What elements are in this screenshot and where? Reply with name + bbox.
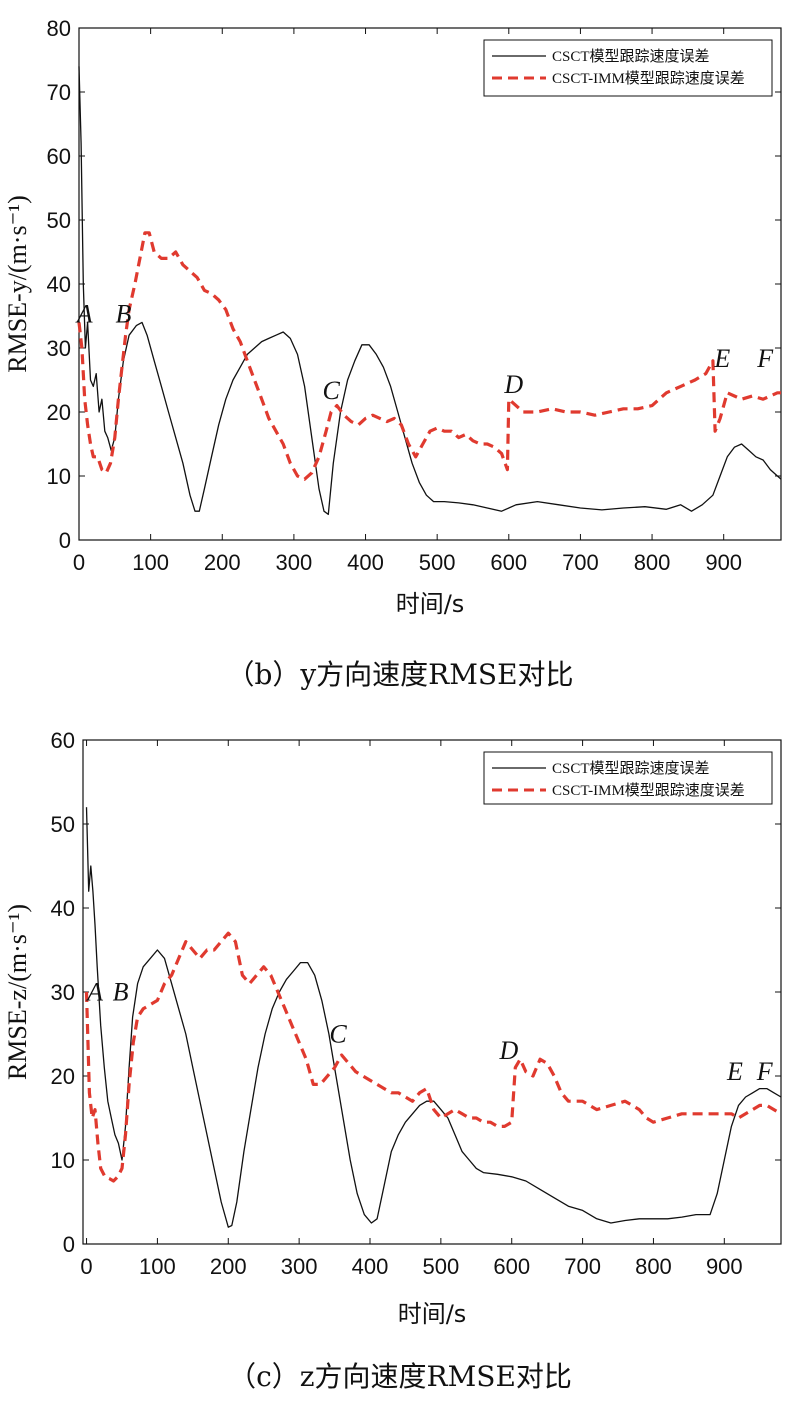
x-tick-label: 100 (139, 1254, 176, 1279)
annotation-label-d: D (498, 1036, 518, 1065)
legend-label: CSCT-IMM模型跟踪速度误差 (552, 70, 745, 87)
x-tick-label: 800 (634, 550, 671, 575)
x-tick-label: 800 (635, 1254, 672, 1279)
y-tick-label: 70 (47, 80, 71, 105)
x-axis-label: 时间/s (398, 1300, 467, 1328)
series-line-csct (78, 66, 782, 516)
annotation-label-e: E (713, 344, 730, 373)
x-tick-label: 700 (564, 1254, 601, 1279)
y-tick-label: 50 (51, 812, 75, 837)
annotation-label-e: E (726, 1057, 743, 1086)
y-tick-label: 10 (47, 464, 71, 489)
figure-caption: （b）y方向速度RMSE对比 (226, 658, 573, 691)
y-tick-label: 30 (51, 980, 75, 1005)
x-tick-label: 900 (706, 1254, 743, 1279)
annotation-label-a: A (75, 299, 93, 328)
annotation-label-a: A (85, 977, 103, 1006)
legend-label: CSCT模型跟踪速度误差 (552, 48, 710, 65)
y-tick-label: 0 (59, 528, 71, 553)
annotation-label-b: B (115, 299, 131, 328)
x-tick-label: 300 (276, 550, 313, 575)
x-tick-label: 500 (422, 1254, 459, 1279)
y-tick-label: 60 (51, 728, 75, 753)
annotation-label-d: D (503, 370, 523, 399)
legend-box (483, 39, 773, 97)
x-axis-label: 时间/s (396, 590, 465, 618)
x-tick-label: 0 (73, 550, 85, 575)
y-tick-label: 50 (47, 208, 71, 233)
legend-label: CSCT模型跟踪速度误差 (552, 760, 710, 777)
series-line-csct-imm (77, 231, 781, 481)
annotation-label-b: B (113, 977, 129, 1006)
y-tick-label: 20 (51, 1064, 75, 1089)
y-tick-label: 40 (47, 272, 71, 297)
y-tick-label: 10 (51, 1148, 75, 1173)
y-tick-label: 0 (63, 1232, 75, 1257)
annotation-label-c: C (329, 1019, 347, 1048)
x-tick-label: 300 (281, 1254, 318, 1279)
x-tick-label: 100 (132, 550, 169, 575)
x-tick-label: 400 (347, 550, 384, 575)
y-tick-label: 80 (47, 16, 71, 41)
x-tick-label: 600 (493, 1254, 530, 1279)
x-tick-label: 500 (419, 550, 456, 575)
x-tick-label: 200 (210, 1254, 247, 1279)
legend-label: CSCT-IMM模型跟踪速度误差 (552, 782, 745, 799)
plot-frame (82, 739, 782, 1245)
annotation-label-c: C (322, 376, 340, 405)
y-tick-label: 60 (47, 144, 71, 169)
y-tick-label: 20 (47, 400, 71, 425)
x-tick-label: 400 (352, 1254, 389, 1279)
annotation-label-f: F (756, 344, 774, 373)
series-line-csct (85, 807, 782, 1228)
x-tick-label: 0 (80, 1254, 92, 1279)
x-tick-label: 200 (204, 550, 241, 575)
y-tick-label: 40 (51, 896, 75, 921)
chart-c: 0 100 200 300 400 500 600 700 800 900 0 10 20 30 40 50 6… (3, 728, 782, 1393)
y-axis-label: RMSE-y/(m·s⁻¹) (3, 195, 32, 373)
x-tick-label: 700 (562, 550, 599, 575)
annotation-label-f: F (756, 1057, 774, 1086)
plot-frame (78, 27, 782, 541)
figure-caption: （c）z方向速度RMSE对比 (228, 1360, 572, 1393)
chart-b: 0 100 200 300 400 500 600 700 800 900 0 10 20 30 40 50 6… (3, 16, 782, 691)
y-axis-label: RMSE-z/(m·s⁻¹) (3, 904, 32, 1080)
y-tick-label: 30 (47, 336, 71, 361)
x-tick-label: 600 (490, 550, 527, 575)
series-line-csct-imm (84, 931, 782, 1183)
legend-box (483, 751, 773, 805)
x-tick-label: 900 (705, 550, 742, 575)
